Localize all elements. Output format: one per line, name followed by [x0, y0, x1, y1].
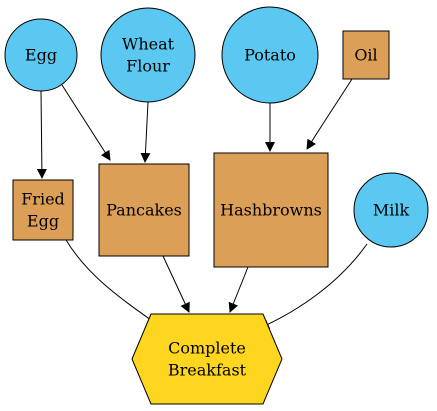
- node-egg-shape: [4, 18, 78, 92]
- node-complete-breakfast: Complete Breakfast: [131, 313, 283, 405]
- edge-fried-egg-to-complete-breakfast: [65, 239, 159, 326]
- edge-egg-to-fried-egg: [36, 90, 47, 179]
- node-pancakes-shape: [98, 163, 190, 257]
- node-oil-label: Oil: [354, 46, 377, 65]
- edges-layer: [36, 78, 368, 329]
- node-fried-egg-label: Fried: [21, 190, 65, 209]
- node-potato-label: Potato: [244, 46, 296, 65]
- node-milk-label: Milk: [373, 201, 410, 220]
- node-pancakes-label: Pancakes: [106, 201, 182, 220]
- node-milk-shape: [353, 172, 429, 248]
- node-milk: Milk: [353, 172, 429, 248]
- nodes-layer: Egg Wheat Flour Potato Oil Fried Egg Pancakes Ha…: [4, 6, 429, 405]
- edge-oil-to-hashbrowns: [306, 78, 353, 150]
- node-egg-label: Egg: [25, 46, 57, 65]
- node-wheat-flour-label: Flour: [126, 57, 170, 76]
- node-potato-shape: [221, 6, 319, 104]
- edge-egg-to-pancakes: [61, 84, 111, 161]
- node-fried-egg-shape: [12, 179, 74, 241]
- node-potato: Potato: [221, 6, 319, 104]
- node-fried-egg: Fried Egg: [12, 179, 74, 241]
- node-complete-breakfast-label: Breakfast: [168, 361, 247, 380]
- node-oil-shape: [342, 30, 390, 80]
- node-wheat-flour-shape: [100, 7, 196, 103]
- node-complete-breakfast-shape: [131, 313, 283, 405]
- node-wheat-flour: Wheat Flour: [100, 7, 196, 103]
- node-oil: Oil: [342, 30, 390, 80]
- edge-pancakes-to-complete-breakfast: [162, 255, 190, 313]
- node-hashbrowns-shape: [213, 152, 329, 268]
- node-fried-egg-label: Egg: [27, 212, 59, 231]
- node-complete-breakfast-label: Complete: [168, 339, 246, 358]
- node-pancakes: Pancakes: [98, 163, 190, 257]
- node-wheat-flour-label: Wheat: [122, 35, 175, 54]
- node-hashbrowns-label: Hashbrowns: [220, 201, 322, 220]
- edge-milk-to-complete-breakfast: [259, 243, 368, 329]
- node-hashbrowns: Hashbrowns: [213, 152, 329, 268]
- edge-hashbrowns-to-complete-breakfast: [228, 266, 249, 313]
- edge-wheat-flour-to-pancakes: [140, 101, 151, 163]
- node-egg: Egg: [4, 18, 78, 92]
